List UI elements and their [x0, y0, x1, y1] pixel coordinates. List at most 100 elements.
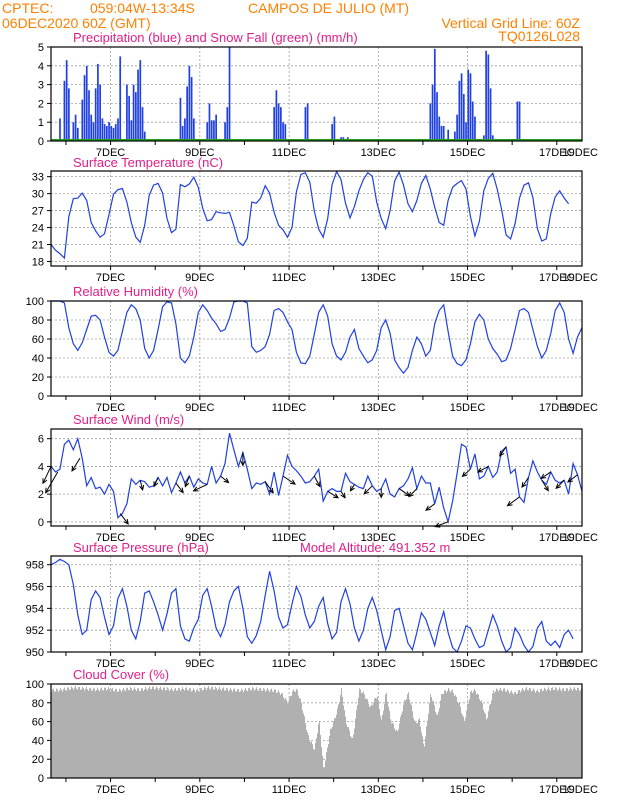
cloud-column [67, 687, 68, 778]
cloud-column [111, 689, 112, 778]
cloud-column [454, 695, 455, 778]
x-tick-label: 11DEC [272, 402, 307, 414]
cloud-column [282, 693, 283, 778]
precip-bar [143, 131, 146, 141]
cloud-column [74, 687, 75, 778]
cloud-column [484, 712, 485, 778]
cloud-column [576, 690, 577, 778]
precip-bar [458, 80, 461, 141]
cloud-column [537, 689, 538, 778]
x-tick-label: 17DEC [539, 784, 575, 796]
cloud-column [54, 691, 55, 778]
x-tick-label: 13DEC [361, 272, 397, 284]
cloud-column [518, 690, 519, 778]
cloud-column [478, 694, 479, 778]
cloud-column [411, 705, 412, 778]
cloud-column [305, 723, 306, 778]
wind-arrow-shaft [71, 457, 81, 472]
wind-arrow-head [476, 467, 483, 473]
cloud-column [570, 687, 571, 778]
y-tick-label: 20 [32, 754, 44, 766]
cloud-column [526, 687, 527, 778]
cloud-column [227, 688, 228, 778]
cloud-column [495, 691, 496, 778]
cloud-column [285, 698, 286, 778]
panel-5: Cloud Cover (%) 0 20 40 60 80 100 7DEC 9DEC 11DEC… [26, 667, 598, 796]
cloud-column [121, 691, 122, 778]
precip-bar [63, 80, 66, 141]
cloud-column [378, 700, 379, 778]
wind-arrow-shaft [555, 479, 565, 489]
x-tick-label: 19DEC [563, 784, 599, 796]
cloud-column [514, 692, 515, 778]
precip-bar [59, 118, 61, 141]
cloud-column [168, 688, 169, 778]
precip-bar [134, 92, 137, 141]
cloud-column [347, 727, 348, 778]
y-tick-label: 40 [32, 735, 44, 747]
cloud-column [539, 692, 540, 778]
precip-bar [65, 60, 68, 141]
wind-arrow [425, 503, 436, 511]
wind-arrow [184, 475, 190, 488]
wind-arrow [540, 471, 552, 479]
cloud-column [482, 703, 483, 778]
cloud-column [123, 687, 124, 778]
cloud-column [502, 691, 503, 778]
y-tick-label: 0 [38, 773, 44, 785]
cloud-column [375, 698, 376, 778]
cloud-column [127, 687, 128, 778]
cloud-column [144, 689, 145, 778]
cloud-column [327, 747, 328, 778]
wind-arrow-head [408, 491, 414, 498]
cloud-column [501, 690, 502, 778]
precip-bar [228, 47, 231, 141]
cloud-column [174, 688, 175, 778]
precip-bar [68, 88, 70, 141]
cloud-column [142, 688, 143, 778]
cloud-column [147, 690, 148, 778]
cloud-column [296, 688, 297, 778]
cloud-column [468, 703, 469, 778]
cloud-column [319, 721, 320, 778]
cloud-column [293, 689, 294, 778]
wind-arrow [327, 490, 340, 499]
cloud-column [290, 696, 291, 778]
y-tick-label: 5 [38, 42, 44, 54]
precip-bar [132, 84, 135, 141]
cloud-column [130, 687, 131, 778]
cloud-column [363, 691, 364, 778]
cloud-column [457, 701, 458, 778]
x-tick-label: 15DEC [450, 658, 486, 670]
wind-arrow-head [543, 485, 549, 492]
cloud-column [385, 694, 386, 778]
cloud-column [475, 690, 476, 778]
cloud-column [413, 717, 414, 778]
cloud-column [400, 716, 401, 778]
cloud-column [320, 735, 321, 778]
wind-arrow-shaft [175, 482, 184, 493]
cloud-column [352, 737, 353, 778]
cloud-column [349, 730, 350, 778]
cloud-column [207, 687, 208, 778]
cloud-column [294, 691, 295, 778]
panel-title: Surface Wind (m/s) [73, 412, 184, 427]
cloud-column [114, 691, 115, 778]
cloud-column [545, 688, 546, 778]
cloud-column [228, 691, 229, 778]
cloud-column [158, 690, 159, 778]
precip-bar [130, 120, 133, 141]
cloud-column [483, 709, 484, 778]
cloud-column [549, 689, 550, 778]
cloud-column [108, 687, 109, 778]
precip-bar [105, 125, 108, 141]
cloud-column [346, 724, 347, 778]
cloud-column [188, 690, 189, 778]
cloud-column [94, 688, 95, 778]
precip-bar [139, 60, 142, 141]
cloud-column [61, 689, 62, 778]
cloud-column [300, 698, 301, 778]
cloud-column [87, 689, 88, 778]
cloud-column [220, 689, 221, 778]
cloud-column [164, 687, 165, 778]
